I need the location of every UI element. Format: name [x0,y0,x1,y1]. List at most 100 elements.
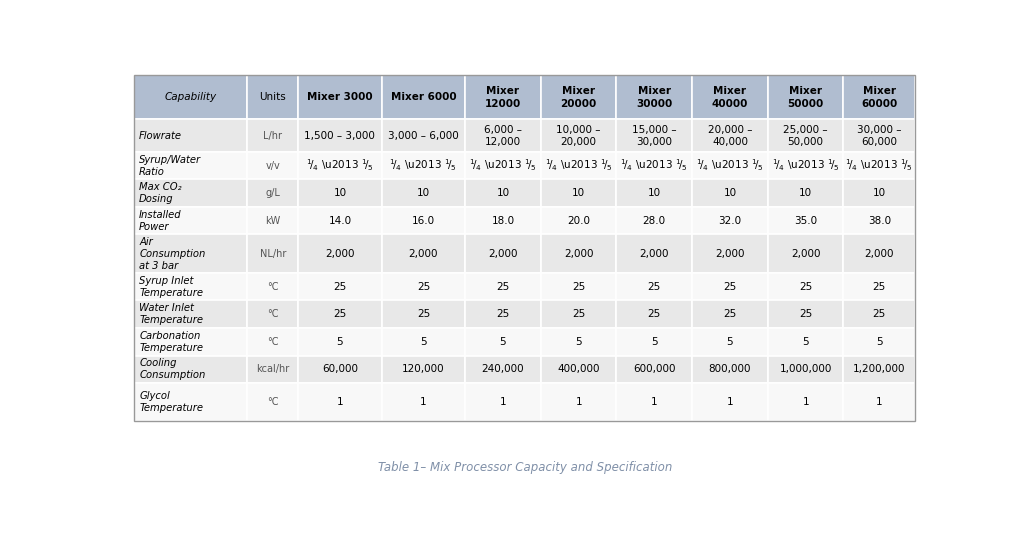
Text: 2,000: 2,000 [791,249,820,259]
Bar [382,328,465,356]
Text: 1: 1 [877,397,883,407]
Text: 2,000: 2,000 [640,249,669,259]
Text: Mixer
50000: Mixer 50000 [787,86,823,108]
Text: 240,000: 240,000 [481,364,524,375]
Bar [382,383,465,421]
Text: $\mathregular{^1\!/}$$\mathregular{_4}$ \u2013 $\mathregular{^1\!/}$$\mathregula: $\mathregular{^1\!/}$$\mathregular{_4}$ … [306,158,374,173]
Text: 25: 25 [723,309,736,319]
Bar [134,383,248,421]
Text: 5: 5 [500,337,506,347]
Bar [465,273,541,300]
Bar [298,207,382,235]
Text: 10: 10 [417,188,430,198]
Bar [248,75,298,119]
Text: 1: 1 [727,397,733,407]
Text: 25: 25 [723,282,736,292]
Text: NL/hr: NL/hr [260,249,286,259]
Bar [298,273,382,300]
Text: $\mathregular{^1\!/}$$\mathregular{_4}$ \u2013 $\mathregular{^1\!/}$$\mathregula: $\mathregular{^1\!/}$$\mathregular{_4}$ … [389,158,458,173]
Text: 5: 5 [877,337,883,347]
Text: g/L: g/L [265,188,281,198]
Bar [465,300,541,328]
Bar [768,207,844,235]
Bar [248,356,298,383]
Text: 2,000: 2,000 [715,249,744,259]
Bar [298,152,382,179]
Bar [382,207,465,235]
Text: 25: 25 [333,282,346,292]
Text: 25: 25 [872,309,886,319]
Text: 1: 1 [500,397,506,407]
Bar [768,75,844,119]
Bar [134,328,248,356]
Bar [134,119,248,152]
Text: 400,000: 400,000 [557,364,600,375]
Bar [692,300,768,328]
Text: 10: 10 [334,188,346,198]
Text: $\mathregular{^1\!/}$$\mathregular{_4}$ \u2013 $\mathregular{^1\!/}$$\mathregula: $\mathregular{^1\!/}$$\mathregular{_4}$ … [772,158,840,173]
Bar [134,179,248,207]
Bar [844,207,915,235]
Text: 15,000 –
30,000: 15,000 – 30,000 [632,125,677,146]
Bar [465,356,541,383]
Bar [134,356,248,383]
Bar [616,207,692,235]
Bar [692,273,768,300]
Bar [616,383,692,421]
Text: 10: 10 [872,188,886,198]
Text: 25: 25 [333,309,346,319]
Bar [298,179,382,207]
Text: Mixer
12000: Mixer 12000 [484,86,521,108]
Bar [692,207,768,235]
Text: 25: 25 [799,282,812,292]
Text: Max CO₂
Dosing: Max CO₂ Dosing [139,182,181,204]
Text: Mixer 6000: Mixer 6000 [390,92,457,102]
Text: 25: 25 [872,282,886,292]
Text: kW: kW [265,216,281,225]
Bar [541,300,616,328]
Text: Cooling
Consumption: Cooling Consumption [139,358,206,380]
Text: Syrup Inlet
Temperature: Syrup Inlet Temperature [139,276,203,298]
Text: 10: 10 [799,188,812,198]
Text: 1: 1 [575,397,582,407]
Bar [134,300,248,328]
Text: 2,000: 2,000 [864,249,894,259]
Bar [382,273,465,300]
Bar [298,119,382,152]
Text: Syrup/Water
Ratio: Syrup/Water Ratio [139,154,202,177]
Text: $\mathregular{^1\!/}$$\mathregular{_4}$ \u2013 $\mathregular{^1\!/}$$\mathregula: $\mathregular{^1\!/}$$\mathregular{_4}$ … [545,158,612,173]
Bar [541,179,616,207]
Bar [844,179,915,207]
Text: 10: 10 [497,188,510,198]
Bar [616,328,692,356]
Text: 800,000: 800,000 [709,364,752,375]
Text: 1: 1 [420,397,427,407]
Bar [844,356,915,383]
Bar [844,300,915,328]
Text: 6,000 –
12,000: 6,000 – 12,000 [484,125,522,146]
Bar [134,75,248,119]
Text: 120,000: 120,000 [402,364,444,375]
Bar [248,300,298,328]
Text: °C: °C [267,309,279,319]
Text: 16.0: 16.0 [412,216,435,225]
Bar [382,356,465,383]
Bar [768,152,844,179]
Text: Mixer
20000: Mixer 20000 [560,86,597,108]
Bar [298,75,382,119]
Text: Mixer 3000: Mixer 3000 [307,92,373,102]
Bar [616,235,692,273]
Bar [768,119,844,152]
Bar [692,235,768,273]
Text: 25: 25 [417,282,430,292]
Bar [541,119,616,152]
Bar [248,152,298,179]
Bar [134,152,248,179]
Text: 18.0: 18.0 [492,216,514,225]
Bar [844,75,915,119]
Bar [541,235,616,273]
Text: 1: 1 [337,397,343,407]
Bar [298,235,382,273]
Bar [844,328,915,356]
Text: 25: 25 [647,282,660,292]
